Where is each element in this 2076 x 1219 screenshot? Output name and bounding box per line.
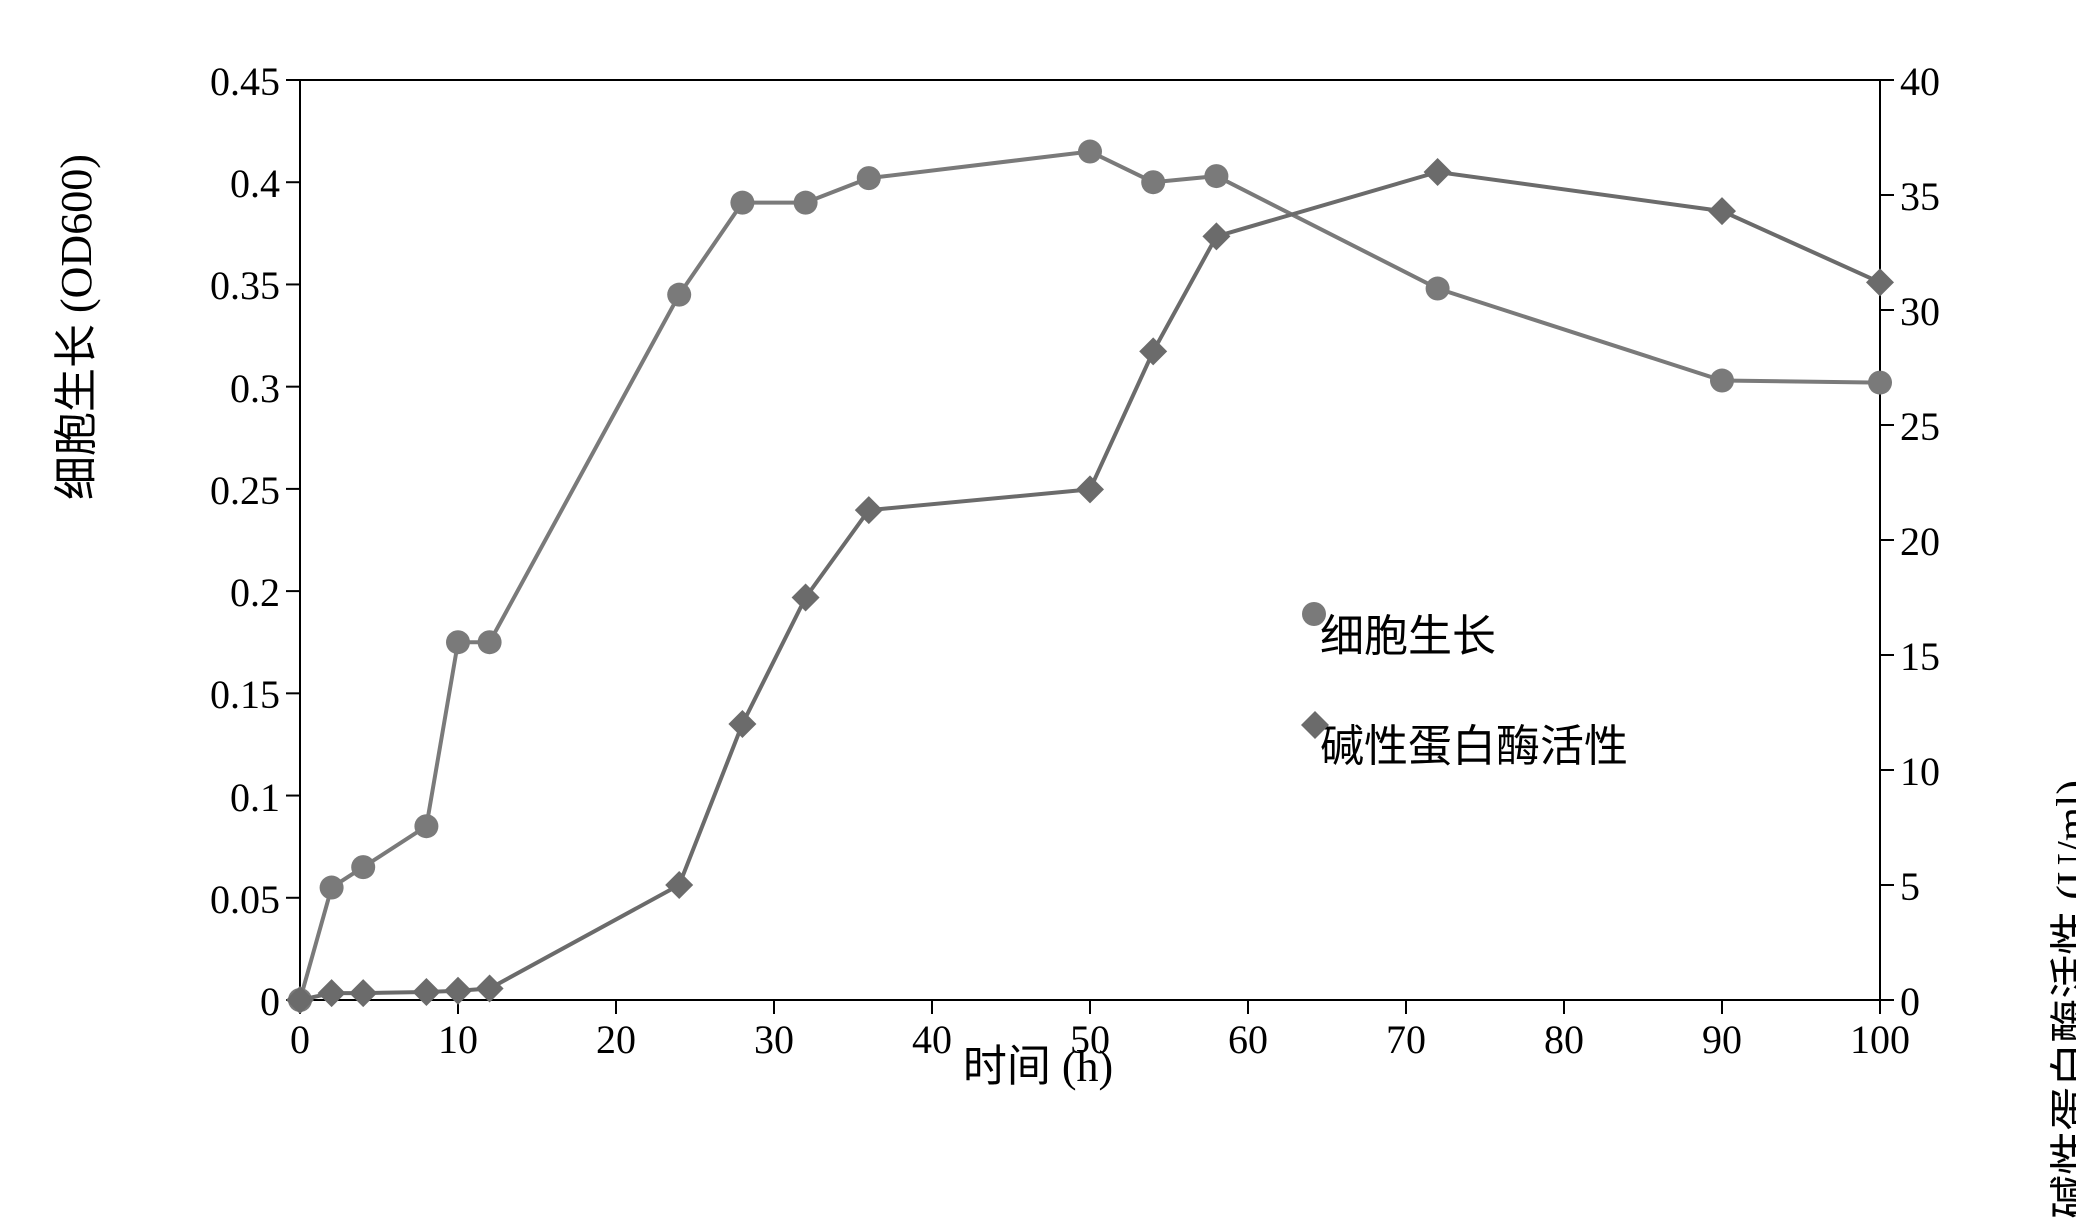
x-tick-label: 30 bbox=[744, 1016, 804, 1063]
y-left-tick-label: 0.3 bbox=[230, 365, 280, 412]
circle-marker bbox=[730, 191, 754, 215]
chart-container: 细胞生长 (OD600) 碱性蛋白酶活性 (U/ml) 时间 (h) 01020… bbox=[0, 0, 2076, 1124]
diamond-marker bbox=[792, 584, 820, 612]
x-tick-label: 50 bbox=[1060, 1016, 1120, 1063]
circle-marker bbox=[1078, 140, 1102, 164]
y-left-tick-label: 0.1 bbox=[230, 774, 280, 821]
y-left-tick-label: 0.2 bbox=[230, 569, 280, 616]
circle-marker bbox=[414, 814, 438, 838]
y-right-tick-label: 30 bbox=[1900, 288, 1940, 335]
legend-label: 细胞生长 bbox=[1320, 600, 1496, 664]
circle-marker bbox=[1710, 369, 1734, 393]
y-right-tick-label: 15 bbox=[1900, 633, 1940, 680]
diamond-marker bbox=[728, 710, 756, 738]
y-left-tick-label: 0.25 bbox=[210, 467, 280, 514]
circle-marker bbox=[794, 191, 818, 215]
y-right-tick-label: 40 bbox=[1900, 58, 1940, 105]
circle-marker bbox=[478, 630, 502, 654]
series-line bbox=[300, 172, 1880, 1000]
chart-svg bbox=[0, 0, 2076, 1124]
diamond-marker bbox=[665, 871, 693, 899]
legend-label: 碱性蛋白酶活性 bbox=[1320, 710, 1628, 774]
y-left-tick-label: 0.05 bbox=[210, 876, 280, 923]
x-tick-label: 10 bbox=[428, 1016, 488, 1063]
y-right-tick-label: 25 bbox=[1900, 403, 1940, 450]
y-right-tick-label: 35 bbox=[1900, 173, 1940, 220]
diamond-marker bbox=[349, 979, 377, 1007]
circle-marker bbox=[667, 283, 691, 307]
y-left-tick-label: 0.4 bbox=[230, 160, 280, 207]
diamond-marker bbox=[1708, 197, 1736, 225]
circle-marker bbox=[351, 855, 375, 879]
x-tick-label: 40 bbox=[902, 1016, 962, 1063]
y-axis-right-label: 碱性蛋白酶活性 (U/ml) bbox=[2036, 780, 2076, 1219]
legend-item: 碱性蛋白酶活性 bbox=[1300, 710, 1628, 774]
circle-marker bbox=[1204, 164, 1228, 188]
circle-marker bbox=[320, 876, 344, 900]
y-right-tick-label: 20 bbox=[1900, 518, 1940, 565]
circle-marker bbox=[1868, 371, 1892, 395]
circle-marker bbox=[1141, 170, 1165, 194]
legend-item: 细胞生长 bbox=[1300, 600, 1496, 664]
x-tick-label: 70 bbox=[1376, 1016, 1436, 1063]
diamond-marker bbox=[318, 979, 346, 1007]
diamond-marker bbox=[1202, 222, 1230, 250]
diamond-marker bbox=[412, 978, 440, 1006]
diamond-marker bbox=[855, 496, 883, 524]
y-axis-left-label: 细胞生长 (OD600) bbox=[40, 154, 104, 500]
diamond-marker bbox=[1076, 475, 1104, 503]
x-tick-label: 80 bbox=[1534, 1016, 1594, 1063]
diamond-marker bbox=[286, 986, 314, 1014]
x-tick-label: 60 bbox=[1218, 1016, 1278, 1063]
y-left-tick-label: 0.35 bbox=[210, 262, 280, 309]
series-line bbox=[300, 152, 1880, 1000]
circle-marker bbox=[446, 630, 470, 654]
x-tick-label: 20 bbox=[586, 1016, 646, 1063]
y-left-tick-label: 0.45 bbox=[210, 58, 280, 105]
y-left-tick-label: 0.15 bbox=[210, 671, 280, 718]
x-tick-label: 90 bbox=[1692, 1016, 1752, 1063]
y-right-tick-label: 0 bbox=[1900, 978, 1920, 1025]
y-right-tick-label: 10 bbox=[1900, 748, 1940, 795]
diamond-marker bbox=[1424, 158, 1452, 186]
diamond-marker bbox=[1139, 337, 1167, 365]
circle-marker bbox=[1426, 277, 1450, 301]
y-right-tick-label: 5 bbox=[1900, 863, 1920, 910]
y-left-tick-label: 0 bbox=[260, 978, 280, 1025]
diamond-marker bbox=[476, 975, 504, 1003]
circle-marker bbox=[857, 166, 881, 190]
diamond-marker bbox=[1866, 268, 1894, 296]
